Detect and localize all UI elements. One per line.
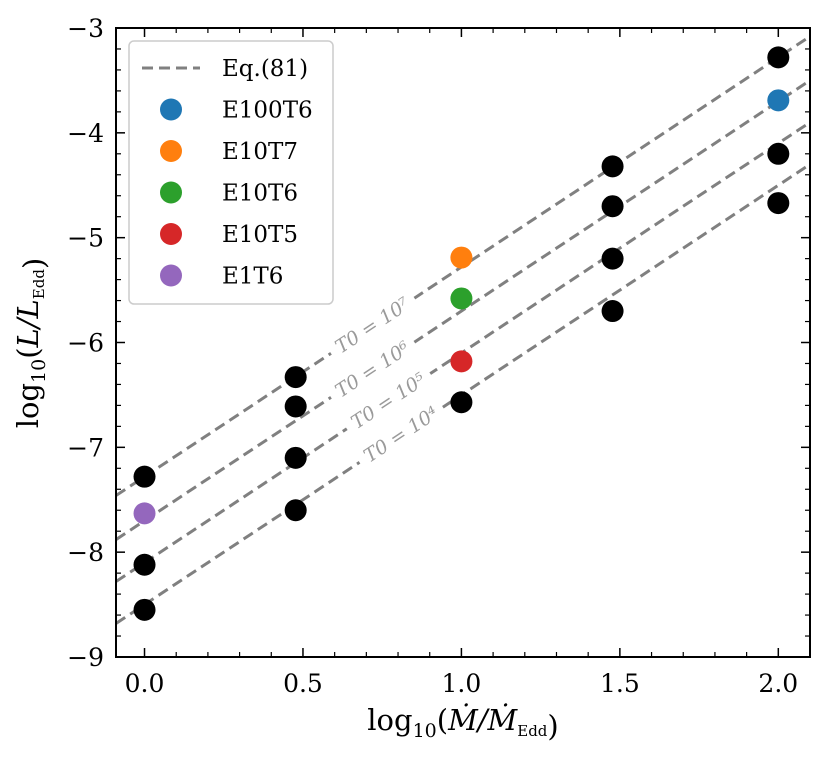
legend-item: E10T7: [160, 139, 298, 165]
legend-marker-swatch: [160, 223, 182, 245]
plot-frame: [115, 27, 811, 658]
data-point: [133, 598, 156, 621]
legend-marker-swatch: [160, 140, 182, 162]
data-point: [284, 499, 307, 522]
y-tick-label: −4: [67, 119, 104, 148]
data-point: [767, 142, 790, 165]
y-tick-label: −3: [67, 14, 104, 43]
y-axis-title: log10(L/LEdd): [11, 258, 51, 429]
legend-item: E10T5: [160, 222, 298, 248]
data-point: [601, 155, 624, 178]
legend-item: E100T6: [160, 98, 313, 124]
legend-label: E10T7: [222, 139, 298, 165]
fit-line: [116, 79, 810, 541]
data-point: [284, 395, 307, 418]
y-tick-label: −5: [67, 224, 104, 253]
x-tick-label: 1.0: [442, 669, 482, 698]
axis-ticks: 0.0 0.5 1.0 1.5 2.0 −9 −8 −7 −6 −5 −4 −3: [67, 14, 811, 698]
y-tick-label: −6: [67, 329, 104, 358]
legend-label: E1T6: [222, 264, 283, 290]
x-tick-label: 0.0: [125, 669, 165, 698]
x-axis-title: log10(Ṁ/ṀEdd): [367, 702, 558, 743]
data-point: [767, 46, 790, 69]
fit-line-label-bg: [323, 331, 421, 407]
data-point: [284, 366, 307, 389]
data-points: [133, 46, 790, 621]
data-point: [450, 246, 473, 269]
legend-marker-swatch: [160, 98, 182, 121]
x-tick-label: 2.0: [758, 669, 798, 698]
legend-label: E10T6: [222, 181, 298, 207]
legend-label: Eq.(81): [222, 56, 308, 82]
y-tick-label: −9: [67, 643, 104, 672]
y-tick-label: −8: [67, 538, 104, 567]
data-point: [767, 89, 790, 112]
legend: Eq.(81) E100T6 E10T7 E10T6 E10T5 E1T6: [128, 40, 334, 305]
legend-item: Eq.(81): [142, 56, 308, 82]
legend-marker-swatch: [160, 181, 182, 204]
data-point: [601, 247, 624, 270]
legend-item: E1T6: [160, 264, 283, 290]
legend-marker-swatch: [160, 264, 182, 287]
data-point: [601, 195, 624, 218]
data-point: [767, 192, 790, 215]
y-tick-label: −7: [67, 433, 104, 462]
data-point: [450, 391, 473, 414]
fit-line-label-bg: [339, 362, 437, 438]
x-tick-label: 1.5: [600, 669, 640, 698]
legend-label: E100T6: [222, 98, 313, 124]
data-point: [450, 350, 473, 373]
fit-line-label-bg: [352, 396, 449, 472]
data-point: [133, 502, 156, 525]
data-point: [450, 287, 473, 310]
data-point: [133, 553, 156, 576]
fit-line-label-bg: [323, 287, 421, 363]
legend-label: E10T5: [222, 222, 298, 248]
legend-item: E10T6: [160, 181, 298, 207]
x-tick-label: 0.5: [283, 669, 323, 698]
data-point: [601, 300, 624, 323]
data-point: [133, 465, 156, 488]
data-point: [284, 446, 307, 469]
